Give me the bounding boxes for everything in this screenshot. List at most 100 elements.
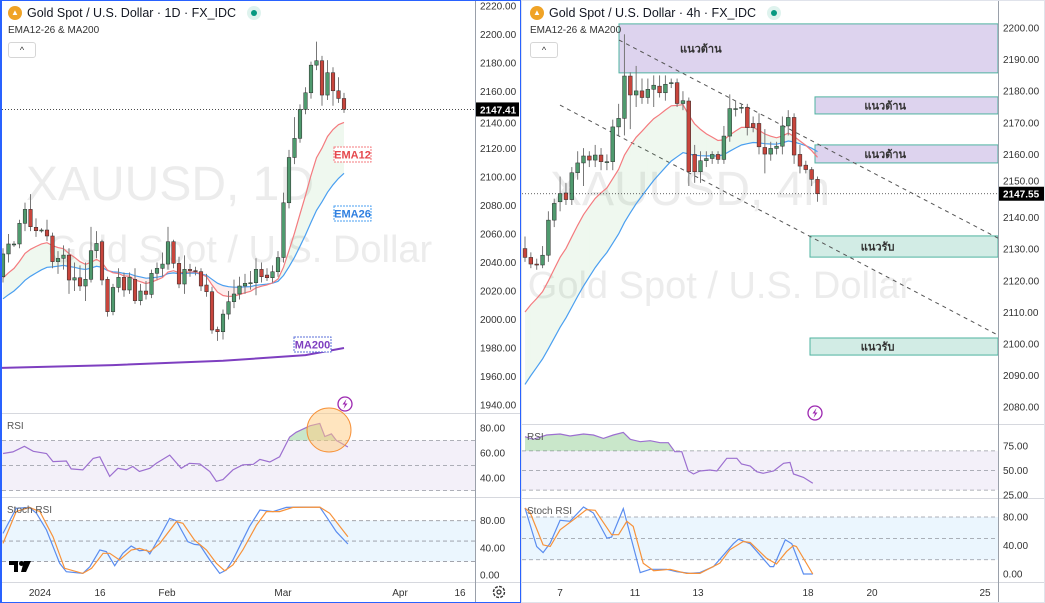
candle[interactable] (336, 77, 341, 103)
collapse-legend-button[interactable]: ^ (8, 42, 36, 58)
candle[interactable] (797, 144, 803, 174)
candle[interactable] (786, 110, 791, 136)
candle[interactable] (628, 72, 633, 130)
resistance-zone[interactable]: แนวต้าน (814, 144, 998, 164)
candle[interactable] (259, 262, 264, 283)
price-axis[interactable]: 2220.00 2200.00 2180.00 2160.00 2140.00 2120.… (480, 2, 517, 412)
candle[interactable] (341, 92, 347, 113)
candle[interactable] (745, 103, 750, 136)
candle[interactable] (780, 116, 785, 155)
indicator-name[interactable]: EMA12-26 & MA200 (8, 25, 100, 36)
candle[interactable] (44, 219, 50, 242)
candle[interactable] (330, 67, 336, 106)
candle[interactable] (645, 78, 651, 104)
candle[interactable] (83, 262, 88, 301)
candle[interactable] (319, 55, 325, 106)
candle[interactable] (110, 283, 116, 316)
rsi-pane[interactable]: RSI 80.00 60.00 40.00 (2, 421, 505, 491)
candle[interactable] (704, 151, 709, 168)
support-zone[interactable]: แนวรับ (809, 337, 998, 356)
candle[interactable] (303, 87, 308, 115)
lightning-icon[interactable] (807, 405, 823, 421)
candle[interactable] (803, 160, 808, 174)
candle[interactable] (587, 151, 592, 168)
tradingview-logo-icon[interactable] (9, 561, 31, 572)
candle[interactable] (791, 113, 797, 164)
candle[interactable] (22, 202, 28, 232)
candle[interactable] (733, 100, 738, 117)
candle[interactable] (94, 231, 99, 259)
time-axis[interactable]: 7 11 13 18 20 25 (557, 588, 991, 599)
candle[interactable] (314, 41, 319, 71)
price-axis[interactable]: 2200.00 2190.00 2180.00 2170.00 2160.00 2150.… (1003, 24, 1040, 414)
candle[interactable] (248, 271, 253, 290)
candle[interactable] (77, 265, 83, 291)
candle[interactable] (593, 144, 598, 168)
candle[interactable] (575, 151, 580, 180)
candle[interactable] (182, 255, 187, 294)
candle[interactable] (275, 251, 281, 277)
stoch-rsi-pane[interactable]: Stoch RSI 80.00 40.00 0.00 (2, 505, 505, 582)
candle[interactable] (552, 198, 557, 228)
candle[interactable] (686, 97, 691, 186)
candle[interactable] (193, 266, 198, 276)
candle[interactable] (739, 103, 744, 114)
candle[interactable] (6, 234, 11, 263)
candle[interactable] (66, 248, 72, 294)
candle[interactable] (231, 279, 237, 309)
candle[interactable] (727, 94, 732, 142)
candle[interactable] (581, 148, 586, 186)
candle[interactable] (99, 239, 105, 286)
candle[interactable] (105, 276, 110, 317)
candle[interactable] (204, 273, 209, 297)
candle[interactable] (253, 258, 259, 296)
candle[interactable] (61, 245, 66, 270)
candle[interactable] (264, 268, 270, 282)
candle[interactable] (55, 251, 61, 274)
right-chart[interactable]: แนวต้านแนวต้านแนวต้านแนวรับแนวรับ2200.00… (521, 0, 1045, 603)
candle[interactable] (116, 268, 121, 293)
candle[interactable] (663, 75, 668, 101)
candle[interactable] (308, 61, 314, 99)
candle[interactable] (546, 211, 551, 262)
lightning-icon[interactable] (337, 396, 353, 412)
stoch-rsi-pane[interactable]: Stoch RSI 80.00 40.00 0.00 (522, 506, 1028, 581)
candle[interactable] (11, 241, 17, 247)
candle[interactable] (710, 151, 715, 164)
candle[interactable] (815, 176, 820, 202)
time-axis[interactable]: 2024 16 Feb Mar Apr 16 (29, 588, 466, 599)
candle[interactable] (674, 78, 680, 107)
indicator-name[interactable]: EMA12-26 & MA200 (530, 25, 622, 36)
candle[interactable] (209, 286, 215, 334)
candle[interactable] (809, 167, 814, 186)
support-zone[interactable]: แนวรับ (809, 235, 998, 258)
candle[interactable] (698, 151, 703, 183)
candle[interactable] (154, 262, 160, 280)
candle[interactable] (297, 104, 303, 143)
collapse-legend-button[interactable]: ^ (530, 42, 558, 58)
candle[interactable] (198, 268, 204, 291)
candle[interactable] (1, 248, 6, 283)
candle[interactable] (715, 151, 721, 164)
candle[interactable] (325, 60, 330, 101)
candle[interactable] (651, 75, 656, 107)
candle[interactable] (563, 182, 569, 205)
candle[interactable] (176, 256, 182, 289)
rsi-pane[interactable]: RSI 75.00 50.00 25.00 (522, 431, 1028, 502)
candle[interactable] (557, 176, 563, 212)
candle[interactable] (540, 246, 545, 269)
candle[interactable] (17, 219, 22, 249)
candle[interactable] (165, 226, 171, 270)
candle[interactable] (50, 232, 55, 269)
candle[interactable] (138, 283, 143, 306)
candle[interactable] (598, 148, 604, 171)
candle[interactable] (292, 117, 297, 165)
candle[interactable] (634, 65, 639, 107)
candle[interactable] (143, 281, 149, 300)
candle[interactable] (721, 125, 727, 164)
symbol-title[interactable]: Gold Spot / U.S. Dollar · 4h · FX_IDC (549, 5, 757, 20)
resistance-zone[interactable]: แนวต้าน (814, 96, 998, 115)
candle[interactable] (281, 192, 286, 263)
candle[interactable] (610, 119, 615, 171)
candle[interactable] (171, 239, 176, 269)
